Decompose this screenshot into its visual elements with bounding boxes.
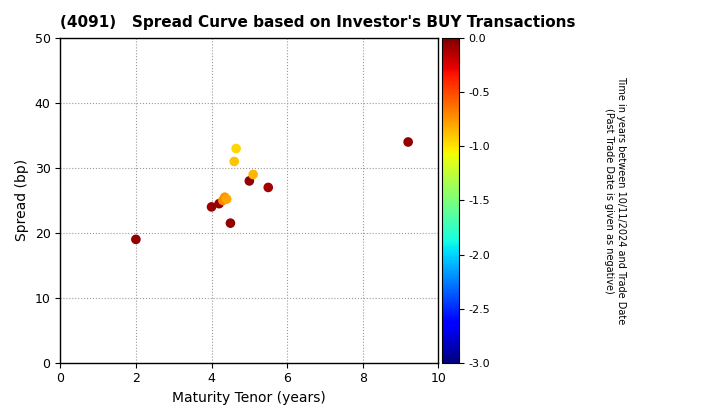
Y-axis label: Spread (bp): Spread (bp) (15, 159, 29, 242)
Point (130, 236, 142, 243)
Point (206, 204, 217, 210)
Text: (4091)   Spread Curve based on Investor's BUY Transactions: (4091) Spread Curve based on Investor's … (60, 15, 576, 30)
Point (263, 184, 274, 191)
Point (217, 197, 229, 204)
Point (402, 139, 414, 145)
Point (228, 158, 240, 165)
Point (221, 196, 233, 202)
Point (248, 171, 259, 178)
Y-axis label: Time in years between 10/11/2024 and Trade Date
(Past Trade Date is given as neg: Time in years between 10/11/2024 and Tra… (604, 76, 626, 325)
X-axis label: Maturity Tenor (years): Maturity Tenor (years) (173, 391, 326, 405)
Point (225, 220, 236, 226)
Point (219, 194, 230, 200)
Point (213, 200, 225, 207)
Point (230, 145, 242, 152)
Point (243, 178, 255, 184)
